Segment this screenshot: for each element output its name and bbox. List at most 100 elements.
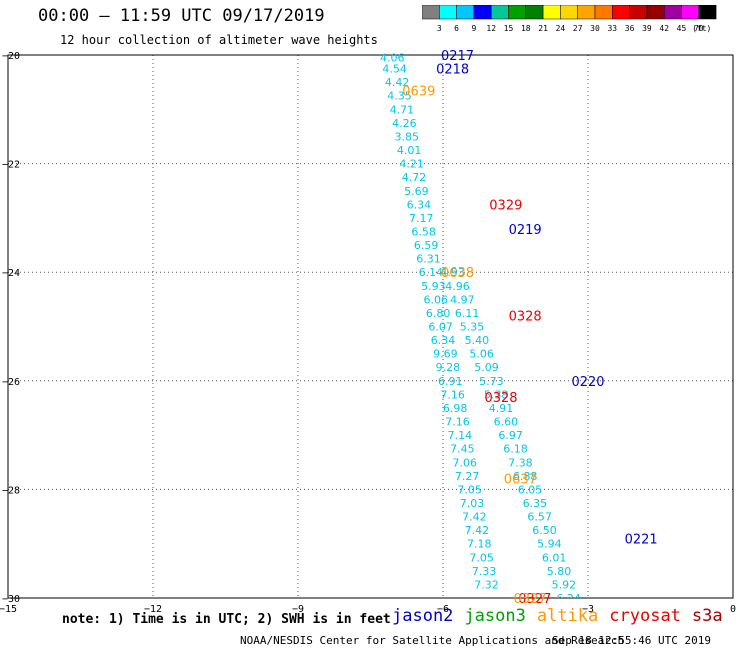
chart-title: 00:00 – 11:59 UTC 09/17/2019 — [38, 6, 325, 26]
colorbar-tick: 33 — [607, 24, 617, 33]
swh-value: 7.05 — [457, 483, 482, 496]
swh-value: 5.94 — [537, 538, 562, 551]
pass-label: 0329 — [489, 198, 522, 213]
swh-value: 5.09 — [474, 361, 499, 374]
swh-value: 5.69 — [404, 185, 429, 198]
swh-value: 6.98 — [443, 402, 468, 415]
colorbar-tick: 36 — [625, 24, 635, 33]
swh-value: 7.06 — [453, 456, 478, 469]
swh-value: 7.38 — [508, 456, 533, 469]
x-tick-label: −12 — [144, 604, 162, 615]
legend-entry: jason3 — [464, 606, 526, 626]
legend-entry: cryosat — [609, 606, 681, 626]
swh-value: 7.33 — [472, 565, 497, 578]
swh-value: 6.14 — [419, 266, 444, 279]
swh-value: 4.96 — [445, 280, 470, 293]
swh-value: 4.26 — [392, 117, 417, 130]
colorbar-tick: 24 — [556, 24, 566, 33]
swh-value: 6.07 — [428, 321, 453, 334]
colorbar-tick: 45 — [677, 24, 687, 33]
swh-value: 6.06 — [424, 293, 449, 306]
footer-note: note: 1) Time is in UTC; 2) SWH is in fe… — [62, 612, 391, 627]
swh-value: 4.06 — [380, 52, 405, 65]
swh-value: 4.71 — [390, 103, 415, 116]
pass-label: 0327 — [518, 592, 551, 607]
x-tick-label: 0 — [730, 604, 736, 615]
y-tick-label: −28 — [2, 485, 20, 496]
swh-value: 6.58 — [411, 225, 436, 238]
legend-entry: jason2 — [392, 606, 454, 626]
pass-label: 0637 — [504, 473, 537, 488]
colorbar-tick: 15 — [504, 24, 514, 33]
pass-label: 0217 — [441, 49, 474, 64]
colorbar-tick: 42 — [659, 24, 669, 33]
colorbar-unit: (ft) — [692, 24, 711, 33]
pass-label: 0328 — [484, 391, 517, 406]
swh-value: 6.01 — [542, 551, 567, 564]
swh-value: 4.97 — [450, 293, 475, 306]
colorbar-tick: 12 — [486, 24, 496, 33]
colorbar-tick: 30 — [590, 24, 600, 33]
data-points: 4.064.544.424.354.714.263.854.014.214.72… — [380, 52, 581, 605]
swh-value: 7.16 — [440, 388, 465, 401]
swh-value: 6.18 — [503, 443, 528, 456]
swh-value: 6.05 — [518, 483, 543, 496]
colorbar-tick: 9 — [471, 24, 476, 33]
swh-value: 6.24 — [556, 592, 581, 605]
swh-value: 4.91 — [489, 402, 514, 415]
swh-value: 5.35 — [460, 321, 485, 334]
swh-value: 5.40 — [465, 334, 490, 347]
legend-entry: s3a — [691, 606, 723, 626]
colorbar-tick: 39 — [642, 24, 652, 33]
swh-value: 7.27 — [455, 470, 480, 483]
swh-value: 4.35 — [387, 90, 412, 103]
swh-value: 6.60 — [494, 416, 519, 429]
swh-value: 7.18 — [467, 538, 492, 551]
pass-label: 0220 — [571, 375, 604, 390]
y-tick-label: −20 — [2, 51, 20, 62]
swh-value: 6.57 — [527, 511, 552, 524]
swh-value: 4.42 — [385, 76, 410, 89]
swh-value: 5.93 — [421, 280, 446, 293]
x-tick-label: −6 — [437, 604, 449, 615]
pass-label: 0639 — [402, 84, 435, 99]
swh-value: 4.72 — [402, 171, 427, 184]
swh-value: 3.85 — [395, 130, 420, 143]
y-tick-label: −26 — [2, 377, 20, 388]
swh-value: 6.97 — [498, 429, 523, 442]
pass-label: 0328 — [509, 310, 542, 325]
swh-value: 7.03 — [460, 497, 485, 510]
pass-label: 0218 — [436, 63, 469, 78]
swh-value: 7.32 — [474, 578, 499, 591]
colorbar-tick: 21 — [538, 24, 548, 33]
swh-value: 7.14 — [448, 429, 473, 442]
plot-frame — [7, 54, 734, 599]
colorbar-tick: 70 — [694, 24, 704, 33]
swh-value: 6.35 — [523, 497, 548, 510]
swh-value: 5.80 — [547, 565, 572, 578]
legend-entry: altika — [536, 606, 599, 626]
x-tick-label: −9 — [292, 604, 304, 615]
colorbar-tick: 18 — [521, 24, 531, 33]
y-tick-label: −24 — [2, 268, 20, 279]
swh-value: 6.34 — [431, 334, 456, 347]
swh-value: 5.92 — [552, 578, 577, 591]
swh-value: 9.28 — [436, 361, 461, 374]
pass-label: 0327 — [513, 592, 546, 607]
swh-value: 4.01 — [397, 144, 422, 157]
swh-value: 5.06 — [469, 348, 494, 361]
swh-value: 6.11 — [455, 307, 480, 320]
x-tick-label: −15 — [0, 604, 17, 615]
swh-value: 6.34 — [407, 198, 432, 211]
swh-value: 6.31 — [416, 253, 441, 266]
pass-label: 0638 — [441, 266, 474, 281]
colorbar: 3 6 9 12 15 18 21 24 27 30 33 36 39 42 45 70(ft) — [422, 5, 717, 33]
swh-value: 4.54 — [382, 63, 407, 76]
y-tick-label: −30 — [2, 594, 20, 605]
x-tick-label: −3 — [582, 604, 594, 615]
swh-value: 7.17 — [409, 212, 434, 225]
colorbar-tick: 6 — [454, 24, 459, 33]
axes: −15 −12 −9 −6 −3 0−20−22−24−26−28−30 — [0, 51, 736, 615]
